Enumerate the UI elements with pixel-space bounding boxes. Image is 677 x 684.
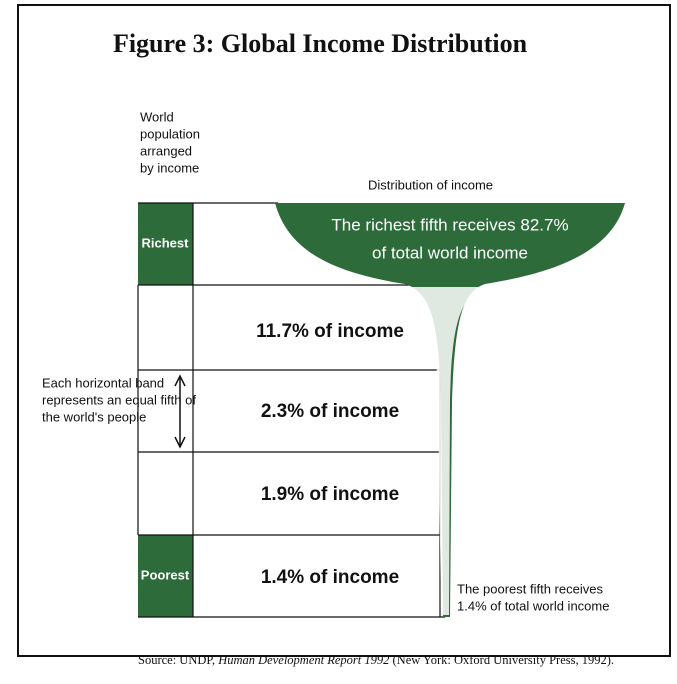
poorest-note: 1.4% of total world income	[457, 598, 609, 613]
band-income: 11.7% of income	[256, 321, 404, 342]
glass	[275, 203, 625, 617]
source-suffix: (New York: Oxford University Press, 1992…	[393, 653, 615, 667]
band-note: represents an equal fifth of	[42, 392, 196, 407]
band-note: Each horizontal band	[42, 375, 164, 390]
band-income: 2.3% of income	[261, 401, 399, 422]
title: Figure 3: Global Income Distribution	[113, 29, 528, 58]
band-note: the world's people	[42, 409, 146, 424]
source-title: Human Development Report 1992	[217, 653, 389, 667]
frame	[17, 4, 671, 657]
arrow-heads	[174, 374, 186, 449]
poorest-note: The poorest fifth receives	[457, 581, 603, 596]
population-line: arranged	[140, 143, 192, 158]
glass-stem-inner	[400, 287, 488, 615]
richest-income: of total world income	[372, 243, 528, 262]
population-line: World	[140, 109, 174, 124]
source: Source: UNDP, Human Development Report 1…	[138, 653, 614, 667]
population-line: population	[140, 126, 200, 141]
population-label: World population arranged by income	[140, 109, 200, 175]
source-prefix: Source: UNDP,	[138, 653, 215, 667]
population-line: by income	[140, 160, 199, 175]
band-income: 1.9% of income	[261, 484, 399, 505]
band-income: 1.4% of income	[261, 567, 399, 588]
richest-income: The richest fifth receives 82.7%	[331, 215, 568, 234]
richest-cell	[138, 203, 193, 285]
band-label: Richest	[142, 235, 190, 250]
band-label: Poorest	[141, 567, 190, 582]
distribution-label: Distribution of income	[368, 177, 493, 192]
poorest-cell	[138, 535, 193, 617]
